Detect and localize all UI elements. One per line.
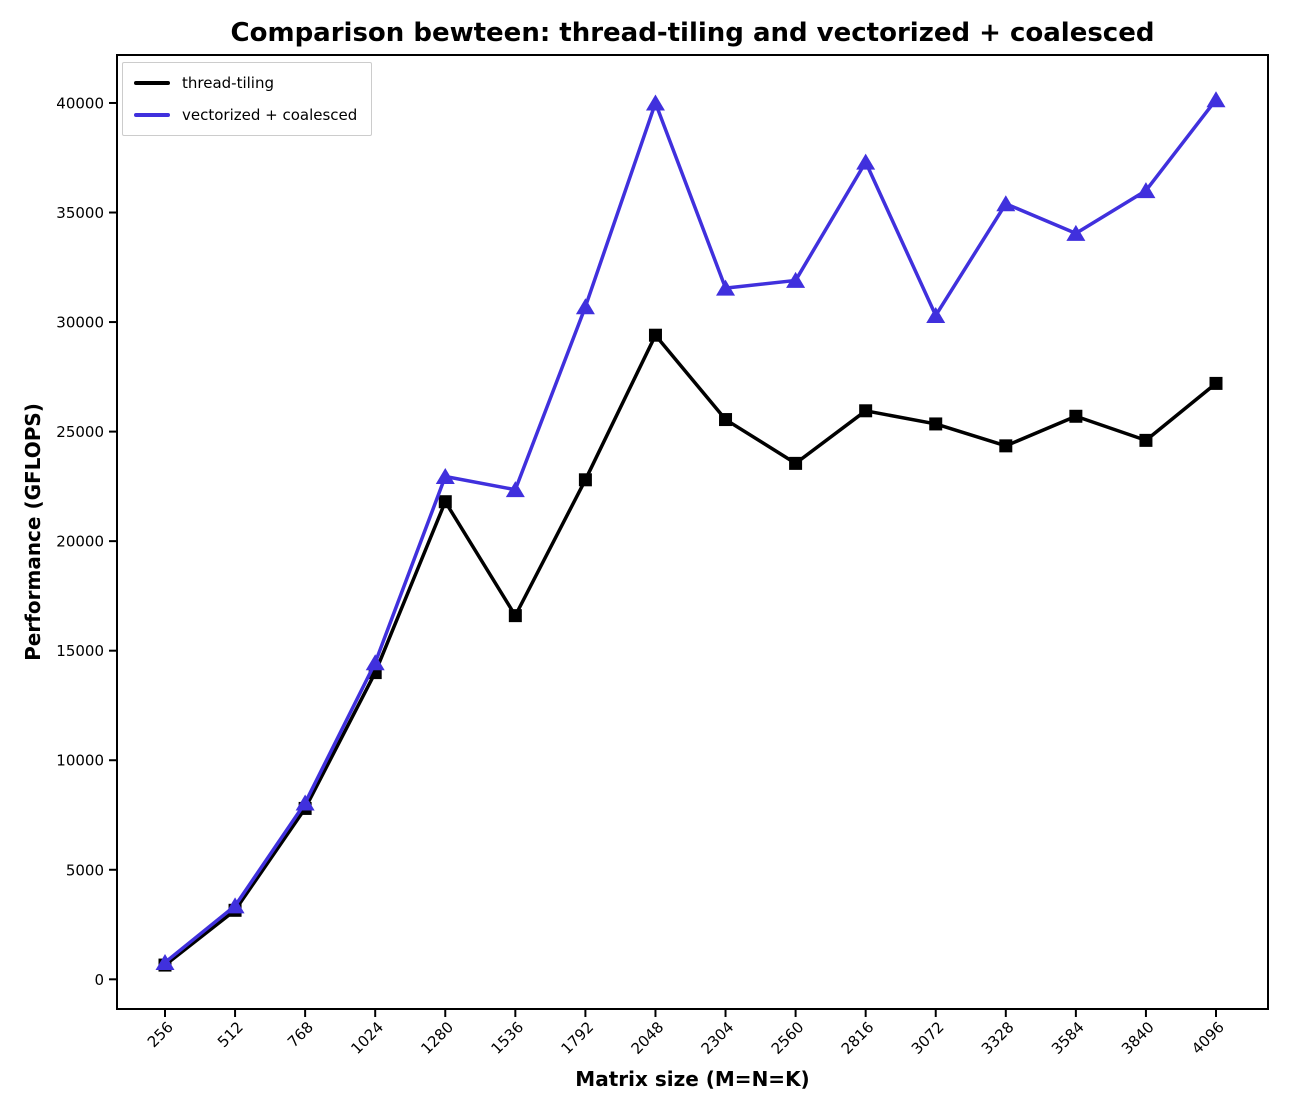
x-tick-label: 3328 [978, 1018, 1018, 1058]
triangle-marker [365, 654, 385, 671]
triangle-marker [786, 271, 806, 288]
triangle-marker [295, 794, 315, 811]
y-tick-label: 5000 [66, 861, 104, 879]
x-tick-label: 2816 [838, 1018, 878, 1058]
y-tick-label: 40000 [56, 94, 104, 112]
y-tick-label: 35000 [56, 204, 104, 222]
square-marker [859, 404, 873, 418]
y-tick-label: 25000 [56, 423, 104, 441]
triangle-marker [645, 94, 665, 111]
square-marker [1139, 433, 1153, 447]
triangle-marker [435, 468, 455, 485]
x-tick-label: 1280 [417, 1018, 457, 1058]
x-tick-label: 2304 [698, 1018, 738, 1058]
square-marker [648, 328, 662, 342]
square-marker [438, 495, 452, 509]
legend-item-vectorized-coalesced: vectorized + coalesced [134, 103, 357, 127]
series-line-0 [163, 333, 1218, 967]
square-marker [508, 609, 522, 623]
square-marker [719, 413, 733, 427]
square-marker [578, 473, 592, 487]
x-tick-label: 1536 [487, 1018, 527, 1058]
triangle-marker [225, 897, 245, 914]
x-tick-label: 2048 [628, 1018, 668, 1058]
series-line-1 [163, 97, 1218, 965]
x-tick-label: 512 [214, 1018, 247, 1051]
y-tick-label: 0 [94, 971, 104, 989]
x-tick-label: 2560 [768, 1018, 808, 1058]
square-marker [999, 439, 1013, 453]
square-marker [1069, 409, 1083, 423]
legend-line-swatch-icon [134, 81, 170, 85]
chart-title: Comparison bewteen: thread-tiling and ve… [230, 18, 1155, 48]
x-tick-label: 3584 [1048, 1018, 1088, 1058]
legend-label: vectorized + coalesced [182, 106, 358, 124]
legend-item-thread-tiling: thread-tiling [134, 71, 357, 95]
x-tick-label: 256 [144, 1018, 177, 1051]
legend: thread-tiling vectorized + coalesced [122, 62, 373, 136]
triangle-marker [1066, 224, 1086, 241]
square-marker [789, 456, 803, 470]
triangle-marker [996, 195, 1016, 212]
y-tick-label: 15000 [56, 642, 104, 660]
square-marker [1209, 376, 1223, 390]
triangle-marker [1136, 182, 1156, 199]
y-tick-label: 10000 [56, 752, 104, 770]
x-tick-label: 1792 [557, 1018, 597, 1058]
x-tick-label: 1024 [347, 1018, 387, 1058]
x-tick-label: 3072 [908, 1018, 948, 1058]
x-axis-label: Matrix size (M=N=K) [575, 1067, 810, 1091]
legend-line-swatch-icon [134, 113, 170, 117]
y-tick-label: 20000 [56, 533, 104, 551]
square-marker [929, 417, 943, 431]
axes-spines [116, 54, 1269, 1010]
triangle-marker [505, 481, 525, 498]
y-tick-label: 30000 [56, 314, 104, 332]
x-tick-label: 768 [284, 1018, 317, 1051]
x-tick-label: 3840 [1118, 1018, 1158, 1058]
triangle-marker [926, 306, 946, 323]
triangle-marker [1206, 91, 1226, 108]
triangle-marker [856, 153, 876, 170]
triangle-marker [155, 953, 175, 970]
triangle-marker [575, 298, 595, 315]
triangle-marker [716, 279, 736, 296]
x-tick-label: 4096 [1188, 1018, 1228, 1058]
legend-label: thread-tiling [182, 74, 274, 92]
